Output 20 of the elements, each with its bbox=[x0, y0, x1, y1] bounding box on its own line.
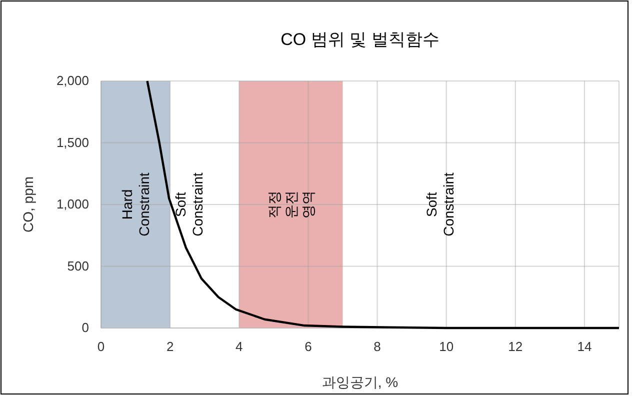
y-tick-label: 1,500 bbox=[56, 134, 89, 150]
chart-title: CO 범위 및 벌칙함수 bbox=[280, 30, 440, 49]
x-tick-label: 14 bbox=[577, 339, 592, 354]
x-tick-label: 4 bbox=[236, 339, 243, 354]
x-axis-title: 과잉공기, % bbox=[322, 374, 398, 390]
y-tick-label: 1,000 bbox=[56, 196, 89, 212]
x-tick-label: 0 bbox=[97, 339, 105, 354]
x-tick-label: 8 bbox=[374, 339, 381, 354]
band-label: Hard Constraint bbox=[119, 172, 152, 236]
annotation: Soft Constraint bbox=[172, 172, 206, 236]
y-axis-title: CO, ppm bbox=[20, 176, 36, 233]
x-tick-label: 10 bbox=[439, 339, 454, 354]
y-tick-label: 2,000 bbox=[56, 73, 89, 88]
y-tick-label: 0 bbox=[82, 320, 89, 335]
y-tick-label: 500 bbox=[67, 258, 89, 274]
x-tick-label: 12 bbox=[508, 339, 523, 354]
band-label: 적정 운전 영역 bbox=[266, 190, 316, 218]
x-tick-label: 6 bbox=[304, 339, 312, 354]
x-tick-label: 2 bbox=[166, 339, 174, 354]
annotation: Soft Constraint bbox=[423, 172, 456, 236]
